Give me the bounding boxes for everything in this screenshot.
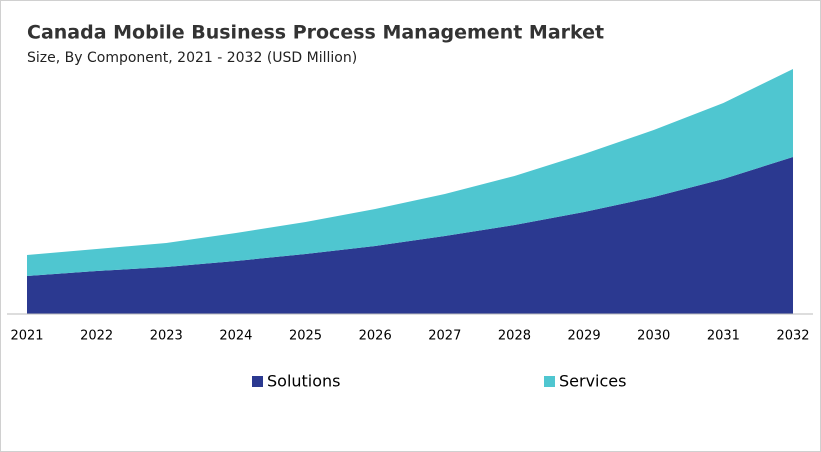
x-tick-label: 2023: [150, 329, 183, 344]
x-tick-label: 2022: [80, 329, 113, 344]
legend-swatch: [252, 376, 263, 387]
x-tick-label: 2021: [10, 329, 43, 344]
area: [27, 157, 793, 314]
x-tick-label: 2029: [568, 329, 601, 344]
chart-title: Canada Mobile Business Process Managemen…: [27, 22, 604, 44]
x-tick-label: 2028: [498, 329, 531, 344]
legend-label: Solutions: [267, 372, 341, 391]
x-tick-label: 2024: [219, 329, 252, 344]
x-tick-label: 2025: [289, 329, 322, 344]
area: [27, 69, 793, 276]
chart-subtitle: Size, By Component, 2021 - 2032 (USD Mil…: [27, 50, 357, 66]
x-tick-label: 2032: [776, 329, 809, 344]
legend-label: Services: [559, 372, 626, 391]
x-tick-label: 2027: [428, 329, 461, 344]
x-tick-label: 2031: [707, 329, 740, 344]
legend-swatch: [544, 376, 555, 387]
x-tick-label: 2026: [359, 329, 392, 344]
x-tick-label: 2030: [637, 329, 670, 344]
